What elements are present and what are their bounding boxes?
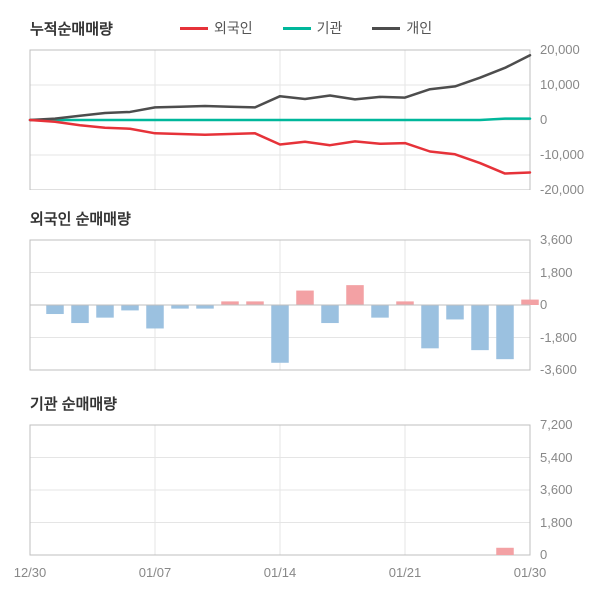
- foreign-panel: 외국인 순매매량 -3,600-1,80001,8003,600: [0, 200, 600, 375]
- y-tick-label: 3,600: [540, 482, 573, 497]
- y-tick-label: 1,800: [540, 515, 573, 530]
- panel2-svg: [0, 200, 600, 375]
- y-tick-label: 1,800: [540, 265, 573, 280]
- y-tick-label: 0: [540, 547, 547, 562]
- x-tick-label: 01/30: [514, 565, 547, 580]
- y-tick-label: -10,000: [540, 147, 584, 162]
- y-tick-label: 3,600: [540, 232, 573, 247]
- y-tick-label: -3,600: [540, 362, 577, 377]
- y-tick-label: -1,800: [540, 330, 577, 345]
- institution-panel: 기관 순매매량 01,8003,6005,4007,200: [0, 385, 600, 560]
- multi-panel-chart: 누적순매매량 외국인기관개인 -20,000-10,000010,00020,0…: [0, 0, 600, 604]
- panel1-svg: [0, 10, 600, 190]
- y-tick-label: 10,000: [540, 77, 580, 92]
- y-tick-label: 0: [540, 112, 547, 127]
- panel3-svg: [0, 385, 600, 560]
- x-tick-label: 01/21: [389, 565, 422, 580]
- x-tick-label: 01/07: [139, 565, 172, 580]
- y-tick-label: 0: [540, 297, 547, 312]
- y-tick-label: -20,000: [540, 182, 584, 197]
- y-tick-label: 20,000: [540, 42, 580, 57]
- y-tick-label: 7,200: [540, 417, 573, 432]
- x-tick-label: 01/14: [264, 565, 297, 580]
- x-tick-label: 12/30: [14, 565, 47, 580]
- cumulative-panel: 누적순매매량 외국인기관개인 -20,000-10,000010,00020,0…: [0, 10, 600, 190]
- y-tick-label: 5,400: [540, 450, 573, 465]
